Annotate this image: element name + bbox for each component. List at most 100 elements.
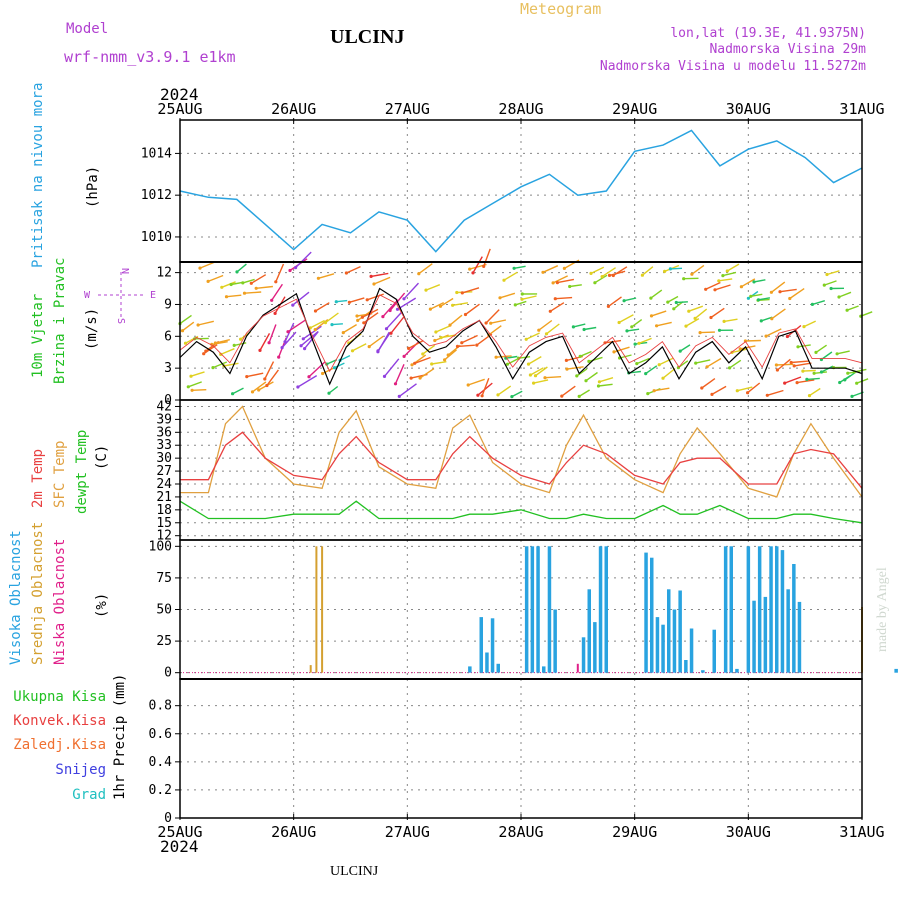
cloud-high-bar: [468, 666, 472, 673]
wind-barb-head: [537, 328, 541, 332]
wind-barb: [499, 292, 516, 299]
wind-barb: [723, 318, 738, 323]
pressure-ytick-label: 1010: [141, 230, 172, 245]
wind-barb: [331, 323, 343, 326]
precip-ytick-label: 0.4: [149, 755, 173, 770]
wind-barb: [462, 287, 480, 294]
wind-barb-head: [301, 337, 305, 341]
wind-barb-head: [735, 389, 739, 393]
wind-barb-head: [510, 395, 514, 399]
wind-barb: [528, 355, 542, 365]
wind-barb: [802, 369, 816, 372]
wind-barb-head: [607, 273, 612, 277]
cloud-high-bar: [479, 617, 483, 673]
wind-barb: [190, 371, 205, 377]
wind-barb: [488, 325, 502, 336]
precip-label-conv: Konvek.Kisa: [13, 713, 106, 729]
wind-barb: [612, 266, 628, 277]
wind-barb: [533, 379, 549, 384]
wind-barb: [718, 278, 733, 282]
precip-ytick-label: 0.8: [149, 699, 172, 714]
wind-barb: [418, 263, 433, 275]
wind-barb: [806, 377, 820, 381]
wind-barb-head: [553, 297, 557, 301]
wind-barb-head: [513, 303, 517, 307]
wind-barb-head: [384, 327, 389, 331]
wind-barb-head: [606, 304, 611, 308]
wind-barb-head: [582, 327, 586, 332]
dewpoint-line: [179, 500, 863, 524]
wind-barb: [221, 281, 236, 288]
temp-label-2m: 2m Temp: [30, 449, 46, 508]
wind-barb-head: [789, 360, 793, 365]
cloud-mid-bar: [321, 546, 324, 673]
wind-barb-head: [657, 363, 661, 367]
temp-ytick-label: 39: [156, 412, 172, 427]
wind-barb: [722, 271, 737, 277]
wind-barb: [414, 356, 431, 364]
cloud-high-bar: [723, 546, 728, 673]
wind-barb-head: [633, 342, 637, 346]
wind-barb-head: [257, 388, 261, 392]
wind-barb-head: [229, 282, 233, 287]
wind-barb-head: [845, 308, 849, 312]
wind-barb: [325, 312, 339, 324]
wind-barb-head: [693, 316, 697, 320]
cloud-low-bar: [576, 663, 579, 673]
wind-barb-head: [746, 296, 751, 300]
wind-barb: [578, 389, 590, 397]
wind-barb-head: [533, 374, 538, 378]
wind-barb: [750, 293, 763, 297]
wind-barb-head: [231, 392, 235, 396]
cloud-mid-bar: [309, 665, 312, 673]
wind-barb: [430, 301, 445, 310]
precip-ytick-label: 0.6: [149, 727, 172, 742]
wind-barb: [791, 360, 809, 364]
wind-barb-head: [759, 319, 763, 323]
precip-label-hail: Grad: [72, 787, 106, 803]
wind-barb-head: [451, 303, 455, 307]
wind-barb: [440, 297, 454, 307]
wind-barb: [797, 344, 811, 348]
cloud-high-bar: [485, 652, 489, 673]
wind-barb: [352, 343, 367, 352]
wind-barb-head: [388, 308, 392, 313]
wind-barb-head: [382, 374, 387, 378]
wind-barb: [770, 281, 786, 293]
credit-label: made by Angel: [875, 567, 890, 652]
wind-barb: [747, 382, 761, 394]
wind-barb-head: [846, 371, 850, 375]
wind-barb: [264, 361, 275, 380]
wind-barb: [590, 266, 605, 275]
wind-barb-head: [749, 294, 753, 298]
wind-barb-head: [242, 291, 247, 295]
wind-barb: [309, 319, 325, 329]
temp-2m-line: [180, 431, 863, 489]
cloud-high-bar: [684, 660, 688, 673]
wind-barb-head: [635, 362, 639, 366]
wind-barb-head: [397, 394, 401, 398]
wind-barb: [650, 289, 663, 299]
cloud-ytick-label: 100: [149, 539, 172, 554]
compass-north: N: [119, 268, 130, 274]
cloud-high-bar: [792, 564, 796, 673]
wind-barb-head: [393, 382, 398, 386]
wind-barb-head: [296, 385, 300, 389]
wind-barb: [197, 320, 214, 326]
wind-barb-head: [575, 374, 579, 378]
wind-ytick-label: 0: [164, 393, 172, 408]
wind-barb: [821, 365, 834, 373]
wind-barb-head: [739, 285, 744, 289]
wind-barb: [701, 378, 716, 389]
wind-barb-head: [584, 379, 588, 383]
wind-barb-head: [532, 381, 536, 385]
wind-barb-head: [430, 362, 434, 366]
wind-barb-head: [347, 300, 351, 304]
wind-barb: [836, 350, 850, 355]
wind-barb: [179, 314, 192, 325]
wind-barb-head: [796, 345, 800, 349]
wind-barb: [472, 256, 483, 274]
wind-compass-legend: N W E S: [84, 268, 156, 324]
wind-barb: [383, 358, 400, 377]
xtick-label-top: 26AUG: [271, 100, 316, 118]
